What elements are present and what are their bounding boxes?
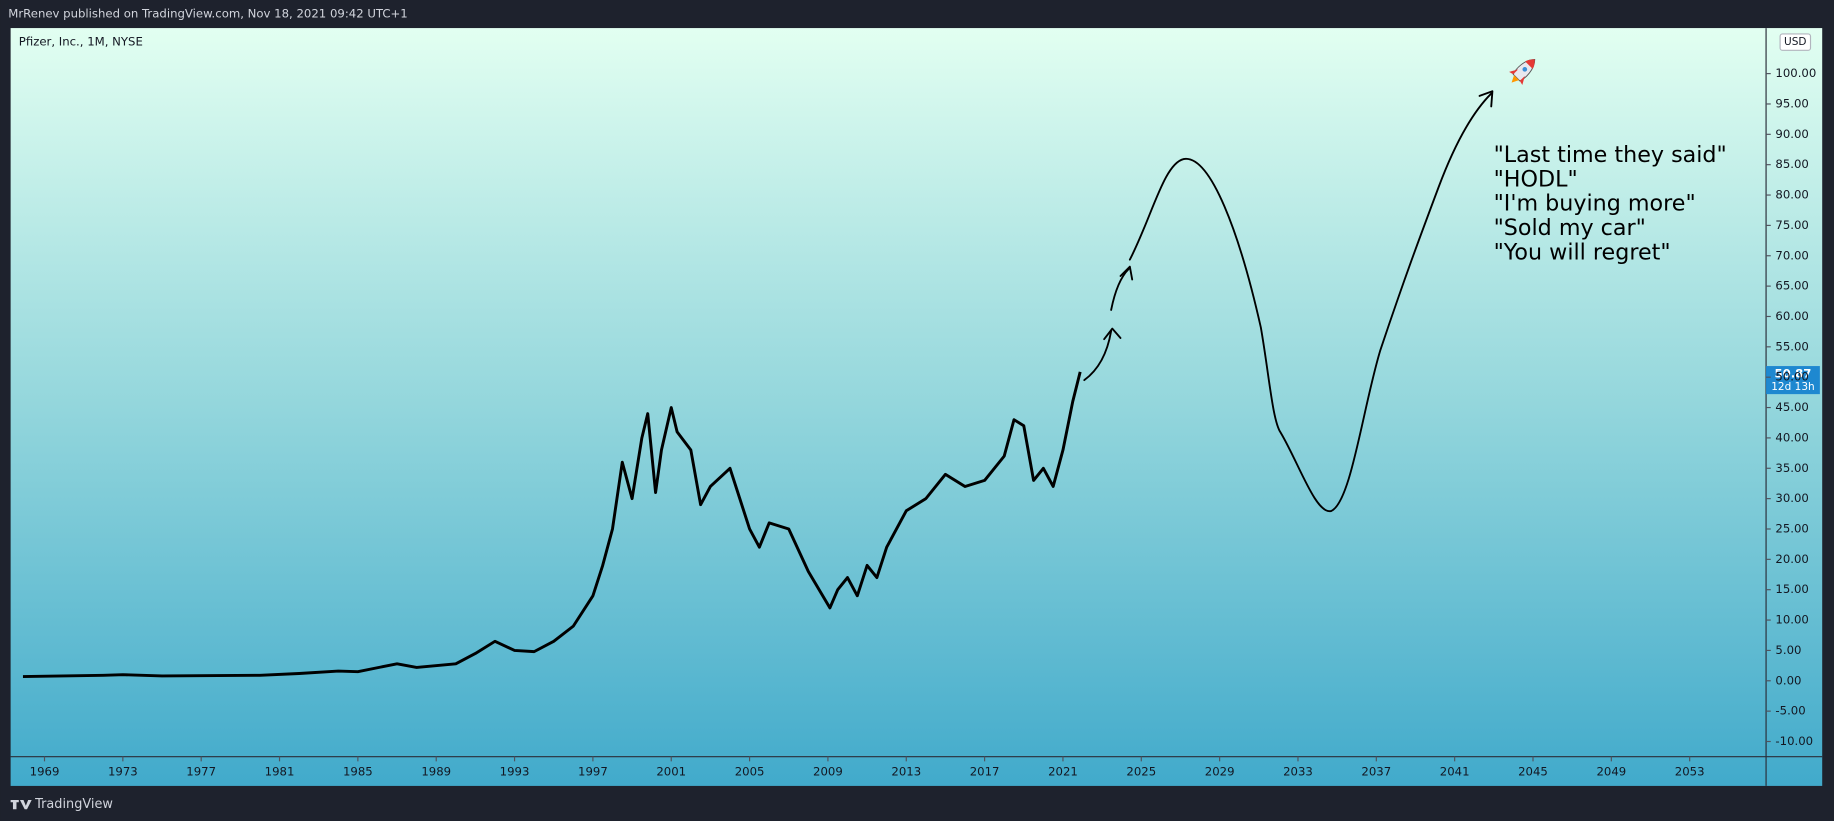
last-price: 50.87: [1774, 367, 1811, 381]
y-tick-label: 75.00: [1775, 218, 1808, 232]
y-tick-label: 60.00: [1775, 309, 1808, 323]
x-tick-label: 2041: [1440, 764, 1470, 778]
y-tick-label: 90.00: [1775, 127, 1808, 141]
x-tick-label: 1989: [421, 764, 451, 778]
chart-panel: [10, 28, 1823, 786]
x-tick-label: 2049: [1596, 764, 1626, 778]
y-tick-label: 45.00: [1775, 400, 1808, 414]
y-tick-label: 40.00: [1775, 430, 1808, 444]
x-tick-label: 2029: [1205, 764, 1235, 778]
drawn-arrow: [1083, 330, 1113, 382]
x-tick-label: 1985: [343, 764, 373, 778]
x-tick-label: 1973: [108, 764, 138, 778]
y-tick-label: 80.00: [1775, 188, 1808, 202]
x-tick-label: 1993: [500, 764, 530, 778]
x-tick-label: 2017: [970, 764, 1000, 778]
y-tick-label: 10.00: [1775, 613, 1808, 627]
y-tick-label: -5.00: [1775, 704, 1805, 718]
publisher: MrRenev published on TradingView.com, No…: [8, 7, 407, 21]
x-tick-label: 2021: [1048, 764, 1078, 778]
x-tick-label: 1981: [265, 764, 295, 778]
y-tick-label: 25.00: [1775, 521, 1808, 535]
x-tick-label: 2001: [656, 764, 686, 778]
drawn-forecast: [1128, 92, 1493, 513]
annotation: "I'm buying more": [1494, 191, 1696, 217]
y-tick-label: 15.00: [1775, 582, 1808, 596]
x-tick-label: 2045: [1518, 764, 1548, 778]
y-tick-label: 55.00: [1775, 339, 1808, 353]
x-tick-label: 1977: [186, 764, 216, 778]
brand: TradingView: [34, 797, 113, 812]
x-tick-label: 2053: [1675, 764, 1705, 778]
y-tick-label: 95.00: [1775, 96, 1808, 110]
annotation: "HODL": [1494, 166, 1578, 192]
x-tick-label: 2033: [1283, 764, 1313, 778]
x-tick-label: 2005: [735, 764, 765, 778]
y-tick-label: -10.00: [1775, 734, 1813, 748]
x-tick-label: 1997: [578, 764, 608, 778]
y-tick-label: 0.00: [1775, 673, 1801, 687]
x-tick-label: 2009: [813, 764, 843, 778]
last-price-box: [1766, 366, 1820, 395]
price-line: [22, 371, 1082, 678]
x-tick-label: 1969: [30, 764, 60, 778]
x-tick-label: 2013: [891, 764, 921, 778]
annotation: "Sold my car": [1494, 215, 1646, 241]
countdown: 12d 13h: [1771, 381, 1814, 393]
brand-logo: [10, 799, 32, 810]
chart-title: Pfizer, Inc., 1M, NYSE: [19, 35, 143, 49]
arrow-head: [1478, 90, 1494, 108]
y-tick-label: 5.00: [1775, 643, 1801, 657]
drawings: [1083, 90, 1494, 513]
y-tick-label: 85.00: [1775, 157, 1808, 171]
currency: USD: [1784, 36, 1806, 48]
arrow-head: [1119, 265, 1134, 281]
y-tick-label: 50.00: [1775, 370, 1808, 384]
y-tick-label: 100.00: [1775, 66, 1816, 80]
y-tick-label: 65.00: [1775, 279, 1808, 293]
arrow-head: [1103, 327, 1122, 341]
y-tick-label: 35.00: [1775, 461, 1808, 475]
x-tick-label: 2025: [1126, 764, 1156, 778]
y-tick-label: 20.00: [1775, 552, 1808, 566]
drawn-arrow: [1110, 268, 1130, 311]
annotation: "You will regret": [1494, 239, 1671, 265]
y-tick-label: 70.00: [1775, 248, 1808, 262]
x-tick-label: 2037: [1361, 764, 1391, 778]
annotation: "Last time they said": [1494, 142, 1727, 168]
y-tick-label: 30.00: [1775, 491, 1808, 505]
currency-box: [1779, 33, 1812, 51]
